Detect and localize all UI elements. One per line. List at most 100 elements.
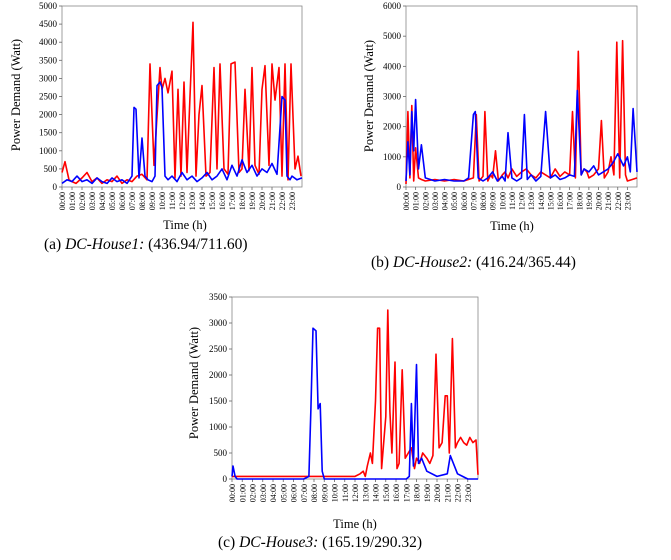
chart-a-series-blue xyxy=(61,81,303,185)
chart-b-ytick-label: 4000 xyxy=(383,61,402,71)
chart-c-xtick-label: 18:00 xyxy=(413,484,422,502)
chart-b-plot-frame xyxy=(405,5,638,188)
chart-a-xtick-label: 12:00 xyxy=(178,192,187,210)
chart-c-plot-frame xyxy=(231,296,479,480)
caption-c-label: (c) xyxy=(218,534,236,551)
chart-a-xtick-label: 22:00 xyxy=(278,192,287,210)
chart-a-xtick-label: 03:00 xyxy=(88,192,97,210)
chart-b-ytick-label: 1000 xyxy=(383,152,402,162)
chart-a-xtick-label: 06:00 xyxy=(118,192,127,210)
chart-b-xtick-label: 09:00 xyxy=(489,192,498,210)
chart-b-series-blue xyxy=(405,89,638,182)
chart-c-ytick-label: 2000 xyxy=(209,370,228,380)
caption-c-values: (165.19/290.32) xyxy=(322,534,423,551)
chart-b-xtick-label: 20:00 xyxy=(595,192,604,210)
chart-b-xtick-label: 10:00 xyxy=(498,192,507,210)
chart-c-ylabel: Power Demand (Watt) xyxy=(187,327,201,439)
chart-c-xtick-label: 00:00 xyxy=(228,484,237,502)
chart-a-xtick-label: 02:00 xyxy=(78,192,87,210)
chart-a-xtick-label: 09:00 xyxy=(148,192,157,210)
chart-c-ytick-label: 1500 xyxy=(209,396,228,406)
chart-c-ytick-label: 500 xyxy=(214,448,228,458)
chart-b-xtick-label: 02:00 xyxy=(421,192,430,210)
chart-a-xtick-label: 10:00 xyxy=(158,192,167,210)
chart-b-xtick-label: 07:00 xyxy=(469,192,478,210)
chart-b-ytick-label: 2000 xyxy=(383,122,402,132)
chart-c-series-blue xyxy=(231,327,478,480)
chart-c-xtick-label: 14:00 xyxy=(372,484,381,502)
chart-b-xtick-label: 16:00 xyxy=(556,192,565,210)
chart-c-xtick-label: 05:00 xyxy=(279,484,288,502)
chart-a-xtick-label: 01:00 xyxy=(68,192,77,210)
chart-a-xlabel: Time (h) xyxy=(163,218,207,232)
caption-b: (b) DC-House2: (416.24/365.44) xyxy=(371,254,576,272)
chart-b-xtick-label: 15:00 xyxy=(546,192,555,210)
chart-b-xtick-label: 05:00 xyxy=(450,192,459,210)
chart-c-xtick-label: 11:00 xyxy=(341,484,350,502)
chart-c-xtick-label: 20:00 xyxy=(433,484,442,502)
chart-a-ytick-label: 4000 xyxy=(39,37,58,47)
chart-a-xtick-label: 17:00 xyxy=(228,192,237,210)
chart-a-xtick-label: 13:00 xyxy=(188,192,197,210)
chart-a-xtick-label: 16:00 xyxy=(218,192,227,210)
chart-c-xtick-label: 06:00 xyxy=(290,484,299,502)
chart-a-xtick-label: 05:00 xyxy=(108,192,117,210)
chart-b-ytick-label: 5000 xyxy=(383,31,402,41)
chart-a-xtick-label: 23:00 xyxy=(288,192,297,210)
chart-a-series-red xyxy=(61,21,302,185)
chart-a: Power Demand (Watt) Time (h) 0 500 1000 150… xyxy=(9,1,303,232)
chart-c-xtick-label: 08:00 xyxy=(310,484,319,502)
chart-c-xtick-label: 17:00 xyxy=(402,484,411,502)
chart-c-xtick-label: 09:00 xyxy=(320,484,329,502)
chart-b-xtick-label: 06:00 xyxy=(460,192,469,210)
chart-c-ytick-label: 3000 xyxy=(209,318,228,328)
chart-a-ytick-label: 1000 xyxy=(39,146,58,156)
chart-b-xtick-label: 04:00 xyxy=(441,192,450,210)
chart-c-xtick-label: 16:00 xyxy=(392,484,401,502)
chart-b-xtick-label: 23:00 xyxy=(623,192,632,210)
chart-c-xtick-label: 07:00 xyxy=(300,484,309,502)
caption-c-name: DC-House3: xyxy=(239,534,319,551)
chart-a-xtick-label: 08:00 xyxy=(138,192,147,210)
chart-a-xtick-label: 07:00 xyxy=(128,192,137,210)
chart-b-xtick-label: 21:00 xyxy=(604,192,613,210)
chart-a-xtick-label: 18:00 xyxy=(238,192,247,210)
chart-a-xtick-label: 21:00 xyxy=(268,192,277,210)
chart-c-ytick-label: 2500 xyxy=(209,344,228,354)
chart-a-xtick-label: 00:00 xyxy=(58,192,67,210)
caption-b-values: (416.24/365.44) xyxy=(476,254,576,271)
caption-a-name: DC-House1: xyxy=(65,236,145,253)
chart-a-xtick-label: 14:00 xyxy=(198,192,207,210)
chart-a-ytick-label: 5000 xyxy=(39,1,58,11)
chart-c-series-red xyxy=(232,309,479,478)
chart-c-ytick-label: 0 xyxy=(223,474,228,484)
chart-b-xtick-label: 08:00 xyxy=(479,192,488,210)
chart-b-xtick-label: 19:00 xyxy=(585,192,594,210)
chart-a-ylabel: Power Demand (Watt) xyxy=(9,39,23,151)
chart-c-xtick-label: 22:00 xyxy=(454,484,463,502)
chart-c: Power Demand (Watt) Time (h) 0 500 1000 150… xyxy=(187,292,479,531)
chart-b-series-red xyxy=(405,39,638,185)
chart-c-xtick-label: 01:00 xyxy=(238,484,247,502)
chart-b-xtick-label: 11:00 xyxy=(508,192,517,210)
chart-b: Power Demand (Watt) Time (h) 0 1000 2000 30… xyxy=(362,1,638,233)
chart-c-xlabel: Time (h) xyxy=(333,517,377,531)
caption-b-label: (b) xyxy=(371,254,390,271)
chart-a-ytick-label: 4500 xyxy=(39,19,58,29)
chart-a-xtick-label: 04:00 xyxy=(98,192,107,210)
chart-a-ytick-label: 2500 xyxy=(39,92,58,102)
chart-b-xlabel: Time (h) xyxy=(490,219,534,233)
chart-c-xtick-label: 03:00 xyxy=(259,484,268,502)
chart-c-xtick-label: 13:00 xyxy=(361,484,370,502)
chart-c-xtick-label: 23:00 xyxy=(464,484,473,502)
chart-b-xtick-label: 22:00 xyxy=(614,192,623,210)
chart-a-ytick-label: 0 xyxy=(53,182,58,192)
chart-b-xtick-label: 03:00 xyxy=(431,192,440,210)
chart-a-xtick-label: 20:00 xyxy=(258,192,267,210)
chart-a-ytick-label: 500 xyxy=(44,164,58,174)
caption-a: (a) DC-House1: (436.94/711.60) xyxy=(44,236,247,254)
chart-c-xtick-label: 04:00 xyxy=(269,484,278,502)
chart-b-xtick-label: 17:00 xyxy=(566,192,575,210)
chart-b-ytick-label: 0 xyxy=(397,182,402,192)
caption-a-label: (a) xyxy=(44,236,62,253)
